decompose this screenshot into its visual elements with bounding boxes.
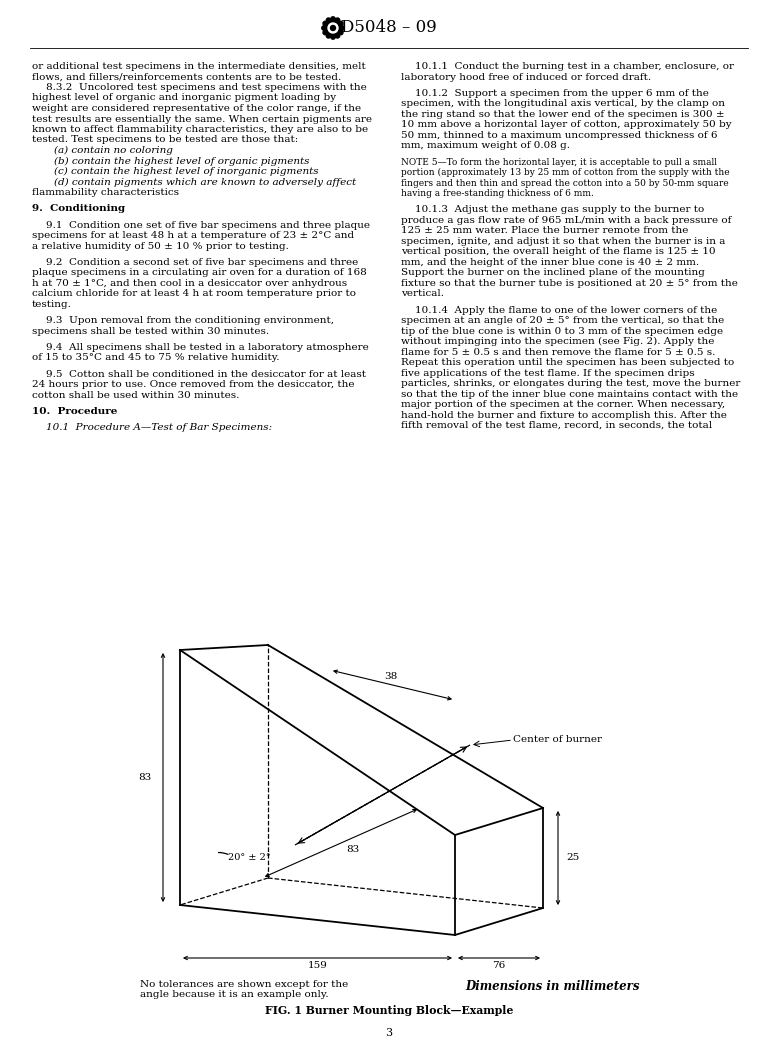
Text: 10 mm above a horizontal layer of cotton, approximately 50 by: 10 mm above a horizontal layer of cotton… xyxy=(401,121,731,129)
Text: flows, and fillers/reinforcements contents are to be tested.: flows, and fillers/reinforcements conten… xyxy=(32,73,342,81)
Text: fifth removal of the test flame, record, in seconds, the total: fifth removal of the test flame, record,… xyxy=(401,422,712,430)
Text: 83: 83 xyxy=(346,845,359,854)
Text: 10.1.1  Conduct the burning test in a chamber, enclosure, or: 10.1.1 Conduct the burning test in a cha… xyxy=(415,62,734,71)
Text: portion (approximately 13 by 25 mm of cotton from the supply with the: portion (approximately 13 by 25 mm of co… xyxy=(401,168,730,177)
Text: 38: 38 xyxy=(384,672,397,681)
Text: 9.3  Upon removal from the conditioning environment,: 9.3 Upon removal from the conditioning e… xyxy=(46,316,334,325)
Circle shape xyxy=(335,18,340,23)
Text: having a free-standing thickness of 6 mm.: having a free-standing thickness of 6 mm… xyxy=(401,189,594,198)
Text: 10.1.2  Support a specimen from the upper 6 mm of the: 10.1.2 Support a specimen from the upper… xyxy=(415,88,709,98)
Text: FIG. 1 Burner Mounting Block—Example: FIG. 1 Burner Mounting Block—Example xyxy=(265,1005,513,1016)
Text: of 15 to 35°C and 45 to 75 % relative humidity.: of 15 to 35°C and 45 to 75 % relative hu… xyxy=(32,353,279,362)
Text: 9.4  All specimens shall be tested in a laboratory atmosphere: 9.4 All specimens shall be tested in a l… xyxy=(46,342,369,352)
Text: particles, shrinks, or elongates during the test, move the burner: particles, shrinks, or elongates during … xyxy=(401,379,741,388)
Text: 10.1  Procedure A—Test of Bar Specimens:: 10.1 Procedure A—Test of Bar Specimens: xyxy=(46,424,272,432)
Circle shape xyxy=(331,25,335,30)
Text: (d) contain pigments which are known to adversely affect: (d) contain pigments which are known to … xyxy=(54,178,356,186)
Text: 10.1.3  Adjust the methane gas supply to the burner to: 10.1.3 Adjust the methane gas supply to … xyxy=(415,205,704,214)
Text: 20° ± 2°: 20° ± 2° xyxy=(228,854,271,863)
Text: known to affect flammability characteristics, they are also to be: known to affect flammability characteris… xyxy=(32,125,368,134)
Text: vertical.: vertical. xyxy=(401,289,444,299)
Text: NOTE 5—To form the horizontal layer, it is acceptable to pull a small: NOTE 5—To form the horizontal layer, it … xyxy=(401,157,717,167)
Text: tip of the blue cone is within 0 to 3 mm of the specimen edge: tip of the blue cone is within 0 to 3 mm… xyxy=(401,327,723,335)
Text: 159: 159 xyxy=(307,961,328,970)
Text: five applications of the test flame. If the specimen drips: five applications of the test flame. If … xyxy=(401,369,695,378)
Text: fixture so that the burner tube is positioned at 20 ± 5° from the: fixture so that the burner tube is posit… xyxy=(401,279,738,287)
Text: cotton shall be used within 30 minutes.: cotton shall be used within 30 minutes. xyxy=(32,390,240,400)
Text: plaque specimens in a circulating air oven for a duration of 168: plaque specimens in a circulating air ov… xyxy=(32,269,366,277)
Text: specimens shall be tested within 30 minutes.: specimens shall be tested within 30 minu… xyxy=(32,327,269,335)
Circle shape xyxy=(326,33,331,37)
Text: testing.: testing. xyxy=(32,300,72,309)
Text: Support the burner on the inclined plane of the mounting: Support the burner on the inclined plane… xyxy=(401,269,705,277)
Text: 8.3.2  Uncolored test specimens and test specimens with the: 8.3.2 Uncolored test specimens and test … xyxy=(46,83,366,92)
Text: (c) contain the highest level of inorganic pigments: (c) contain the highest level of inorgan… xyxy=(54,167,319,176)
Text: Center of burner: Center of burner xyxy=(513,736,602,744)
Text: 76: 76 xyxy=(492,961,506,970)
Circle shape xyxy=(340,26,344,30)
Text: calcium chloride for at least 4 h at room temperature prior to: calcium chloride for at least 4 h at roo… xyxy=(32,289,356,299)
Text: mm, and the height of the inner blue cone is 40 ± 2 mm.: mm, and the height of the inner blue con… xyxy=(401,258,699,266)
Circle shape xyxy=(323,21,328,26)
Circle shape xyxy=(328,23,338,33)
Circle shape xyxy=(338,30,343,34)
Text: laboratory hood free of induced or forced draft.: laboratory hood free of induced or force… xyxy=(401,73,651,81)
Text: specimens for at least 48 h at a temperature of 23 ± 2°C and: specimens for at least 48 h at a tempera… xyxy=(32,231,354,240)
Text: flammability characteristics: flammability characteristics xyxy=(32,188,179,197)
Text: tested. Test specimens to be tested are those that:: tested. Test specimens to be tested are … xyxy=(32,135,298,145)
Text: 3: 3 xyxy=(385,1029,393,1038)
Text: hand-hold the burner and fixture to accomplish this. After the: hand-hold the burner and fixture to acco… xyxy=(401,410,727,420)
Text: weight are considered representative of the color range, if the: weight are considered representative of … xyxy=(32,104,361,113)
Text: Repeat this operation until the specimen has been subjected to: Repeat this operation until the specimen… xyxy=(401,358,734,367)
Text: 83: 83 xyxy=(138,773,152,783)
Text: specimen at an angle of 20 ± 5° from the vertical, so that the: specimen at an angle of 20 ± 5° from the… xyxy=(401,316,724,325)
Text: specimen, with the longitudinal axis vertical, by the clamp on: specimen, with the longitudinal axis ver… xyxy=(401,99,725,108)
Text: 10.1.4  Apply the flame to one of the lower corners of the: 10.1.4 Apply the flame to one of the low… xyxy=(415,306,717,314)
Text: 25: 25 xyxy=(566,854,580,863)
Text: highest level of organic and inorganic pigment loading by: highest level of organic and inorganic p… xyxy=(32,94,336,102)
Text: mm, maximum weight of 0.08 g.: mm, maximum weight of 0.08 g. xyxy=(401,142,570,150)
Text: vertical position, the overall height of the flame is 125 ± 10: vertical position, the overall height of… xyxy=(401,248,716,256)
Text: (b) contain the highest level of organic pigments: (b) contain the highest level of organic… xyxy=(54,156,310,166)
Text: 50 mm, thinned to a maximum uncompressed thickness of 6: 50 mm, thinned to a maximum uncompressed… xyxy=(401,131,717,139)
Circle shape xyxy=(323,30,328,34)
Circle shape xyxy=(338,21,343,26)
Circle shape xyxy=(335,33,340,37)
Text: the ring stand so that the lower end of the specimen is 300 ±: the ring stand so that the lower end of … xyxy=(401,109,724,119)
Text: 9.1  Condition one set of five bar specimens and three plaque: 9.1 Condition one set of five bar specim… xyxy=(46,221,370,230)
Text: (a) contain no coloring: (a) contain no coloring xyxy=(54,146,173,155)
Text: major portion of the specimen at the corner. When necessary,: major portion of the specimen at the cor… xyxy=(401,400,725,409)
Circle shape xyxy=(331,34,335,40)
Circle shape xyxy=(331,17,335,21)
Text: 10.  Procedure: 10. Procedure xyxy=(32,407,117,416)
Text: 125 ± 25 mm water. Place the burner remote from the: 125 ± 25 mm water. Place the burner remo… xyxy=(401,226,689,235)
Text: fingers and then thin and spread the cotton into a 50 by 50-mm square: fingers and then thin and spread the cot… xyxy=(401,179,729,187)
Text: No tolerances are shown except for the
angle because it is an example only.: No tolerances are shown except for the a… xyxy=(140,980,349,999)
Text: or additional test specimens in the intermediate densities, melt: or additional test specimens in the inte… xyxy=(32,62,366,71)
Text: without impinging into the specimen (see Fig. 2). Apply the: without impinging into the specimen (see… xyxy=(401,337,714,347)
Text: 24 hours prior to use. Once removed from the desiccator, the: 24 hours prior to use. Once removed from… xyxy=(32,380,355,389)
Text: 9.  Conditioning: 9. Conditioning xyxy=(32,204,125,213)
Text: so that the tip of the inner blue cone maintains contact with the: so that the tip of the inner blue cone m… xyxy=(401,389,738,399)
Text: produce a gas flow rate of 965 mL/min with a back pressure of: produce a gas flow rate of 965 mL/min wi… xyxy=(401,215,731,225)
Text: specimen, ignite, and adjust it so that when the burner is in a: specimen, ignite, and adjust it so that … xyxy=(401,236,725,246)
Text: 9.5  Cotton shall be conditioned in the desiccator for at least: 9.5 Cotton shall be conditioned in the d… xyxy=(46,370,366,379)
Text: h at 70 ± 1°C, and then cool in a desiccator over anhydrous: h at 70 ± 1°C, and then cool in a desicc… xyxy=(32,279,347,287)
Text: Dimensions in millimeters: Dimensions in millimeters xyxy=(465,980,640,993)
Text: flame for 5 ± 0.5 s and then remove the flame for 5 ± 0.5 s.: flame for 5 ± 0.5 s and then remove the … xyxy=(401,348,716,357)
Circle shape xyxy=(325,20,341,36)
Text: test results are essentially the same. When certain pigments are: test results are essentially the same. W… xyxy=(32,115,372,124)
Circle shape xyxy=(322,26,326,30)
Text: a relative humidity of 50 ± 10 % prior to testing.: a relative humidity of 50 ± 10 % prior t… xyxy=(32,242,289,251)
Text: D5048 – 09: D5048 – 09 xyxy=(341,20,437,36)
Circle shape xyxy=(326,18,331,23)
Text: 9.2  Condition a second set of five bar specimens and three: 9.2 Condition a second set of five bar s… xyxy=(46,258,358,266)
